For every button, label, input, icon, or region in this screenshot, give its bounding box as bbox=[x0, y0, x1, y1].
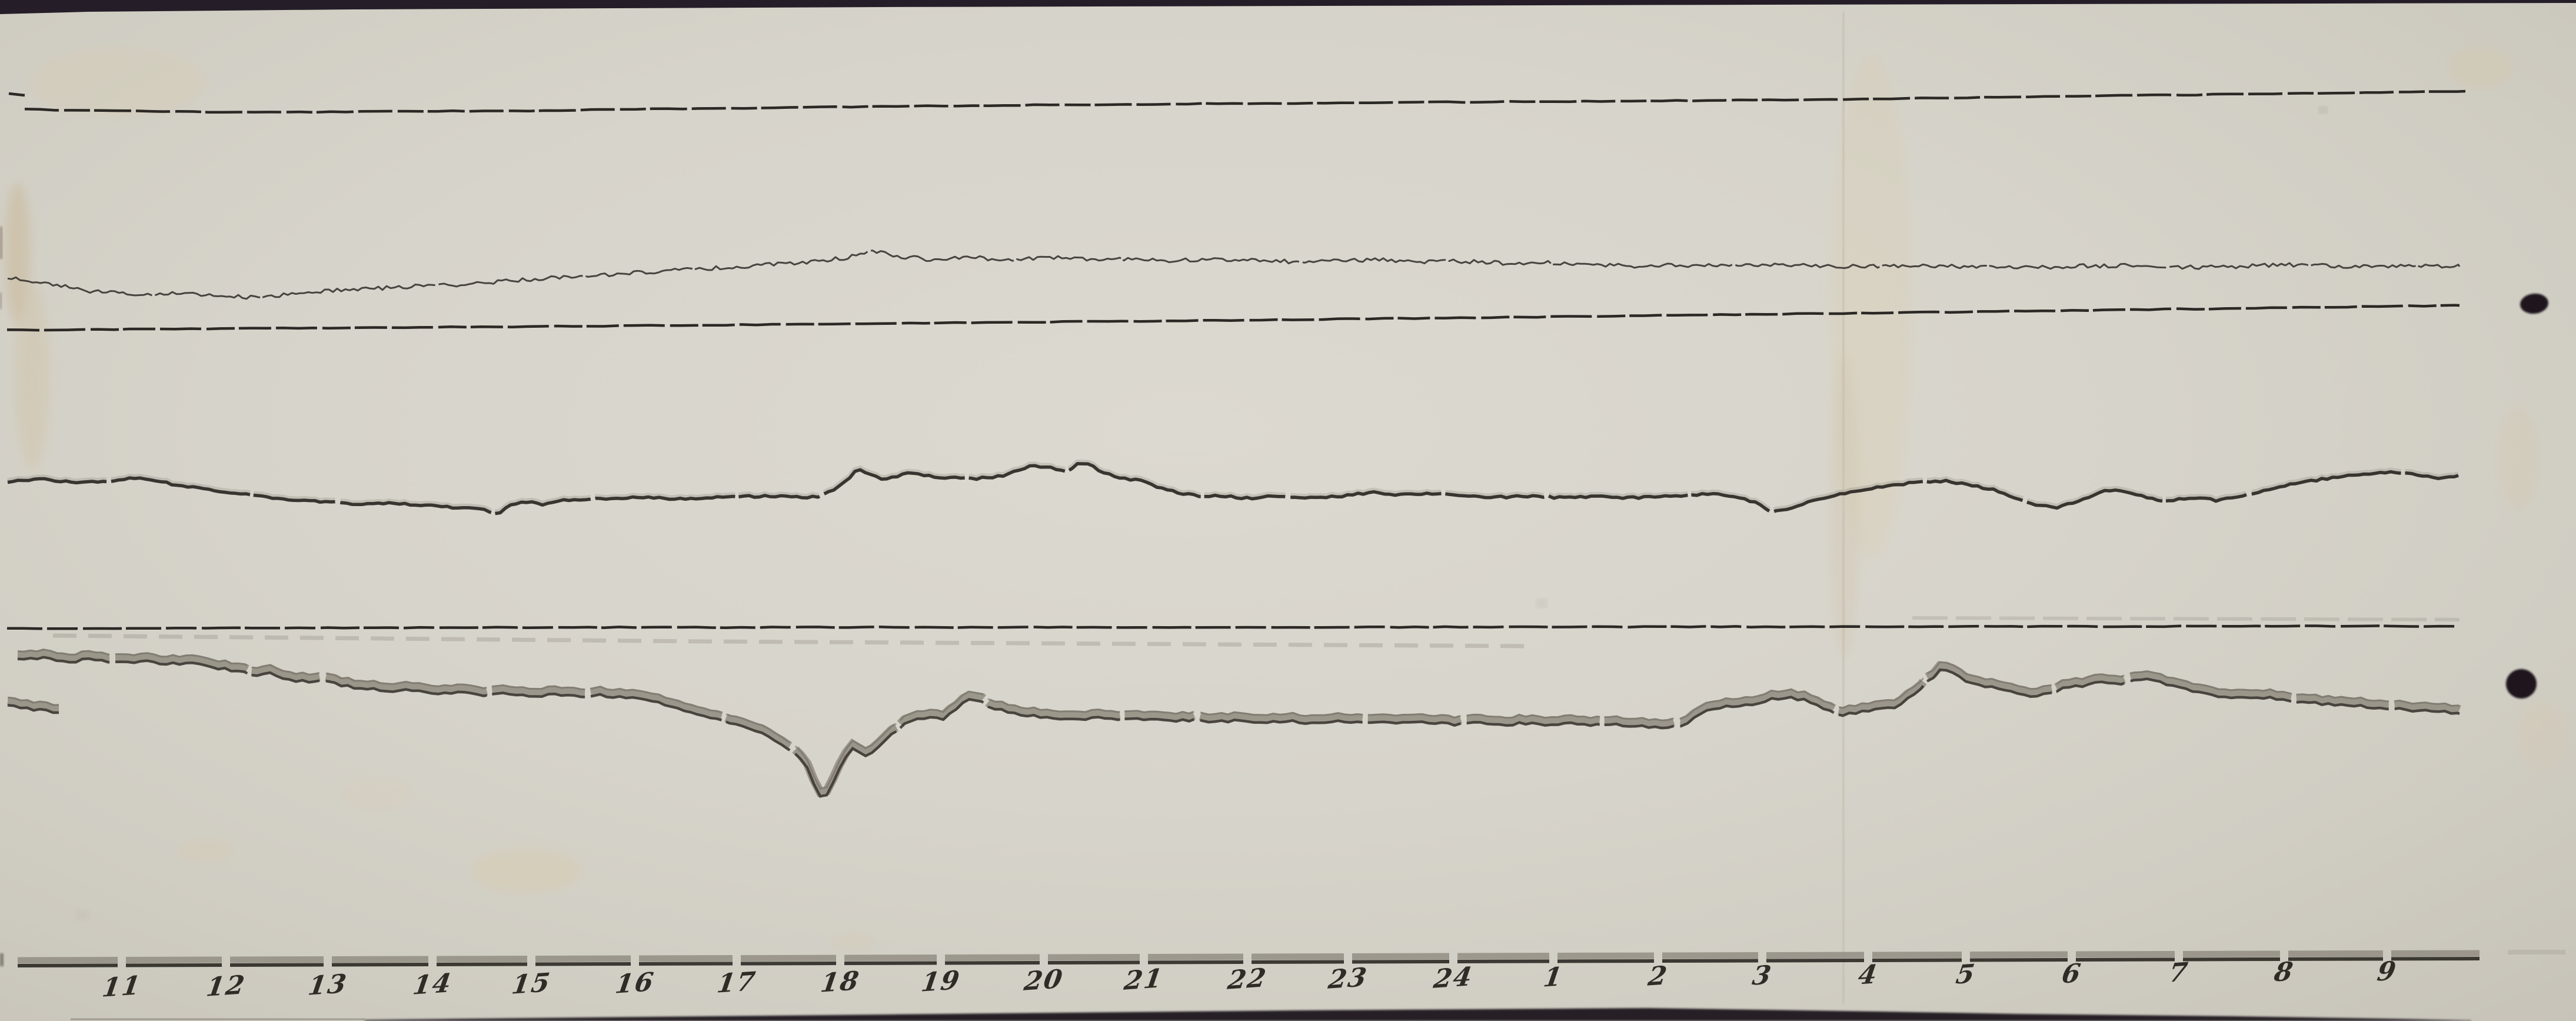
hour-label-17: 17 bbox=[715, 966, 758, 999]
paper-stain bbox=[5, 182, 31, 324]
hour-label-21: 21 bbox=[1122, 963, 1166, 996]
hour-label-19: 19 bbox=[919, 965, 963, 998]
scan-left-edge-mark bbox=[0, 953, 4, 966]
hour-label-12: 12 bbox=[204, 969, 248, 1003]
hour-label-11: 11 bbox=[100, 970, 144, 1003]
paper-stain bbox=[1538, 600, 1545, 606]
hour-label-24: 24 bbox=[1432, 961, 1475, 995]
paper-stain bbox=[830, 933, 877, 950]
hour-label-16: 16 bbox=[613, 967, 657, 1000]
upper-reference-line bbox=[24, 89, 2466, 114]
scan-left-edge-mark bbox=[0, 292, 2, 309]
punch-hole bbox=[2520, 293, 2548, 314]
paper-stain bbox=[471, 849, 583, 893]
hour-label-18: 18 bbox=[818, 965, 862, 999]
lower-trace-start-fragment-bottom-edge bbox=[7, 704, 59, 714]
scan-top-border bbox=[0, 0, 2576, 14]
scan-bottom-border bbox=[365, 1008, 2471, 1021]
paper-stain bbox=[2448, 47, 2512, 88]
paper-stain bbox=[29, 47, 206, 118]
paper-stain bbox=[2498, 406, 2539, 512]
paper-stain bbox=[2320, 108, 2326, 112]
lower-trace-top-edge bbox=[17, 648, 2460, 790]
punch-hole bbox=[2506, 669, 2537, 699]
hour-label-23: 23 bbox=[1326, 962, 1370, 995]
lower-trace-bottom-edge bbox=[17, 656, 2460, 798]
paper-stain bbox=[78, 912, 87, 919]
lower-reference-line bbox=[7, 624, 2460, 630]
paper-stain bbox=[2515, 700, 2568, 771]
paper-stain bbox=[177, 839, 235, 862]
hour-label-22: 22 bbox=[1226, 963, 1269, 996]
ghost-line bbox=[52, 633, 1530, 648]
hour-label-14: 14 bbox=[411, 968, 454, 1001]
scan-left-edge-mark bbox=[0, 227, 2, 259]
upper-reference-start-dash bbox=[8, 92, 25, 97]
middle-trace bbox=[7, 462, 2459, 516]
paper-stain bbox=[341, 778, 412, 811]
upper-trace bbox=[7, 250, 2461, 300]
middle-reference-line bbox=[6, 304, 2460, 332]
paper-stain bbox=[15, 282, 50, 471]
paper-stain bbox=[1830, 353, 1859, 659]
lower-trace-start-fragment-top-edge bbox=[7, 696, 59, 706]
ghost-line bbox=[1912, 616, 2460, 621]
lower-trace-start-fragment-band bbox=[7, 696, 59, 713]
hour-label-20: 20 bbox=[1022, 964, 1066, 997]
hour-label-13: 13 bbox=[306, 969, 350, 1002]
paper-crease bbox=[1842, 12, 1845, 1003]
hour-label-15: 15 bbox=[510, 967, 553, 1000]
lower-trace-band bbox=[17, 648, 2461, 797]
